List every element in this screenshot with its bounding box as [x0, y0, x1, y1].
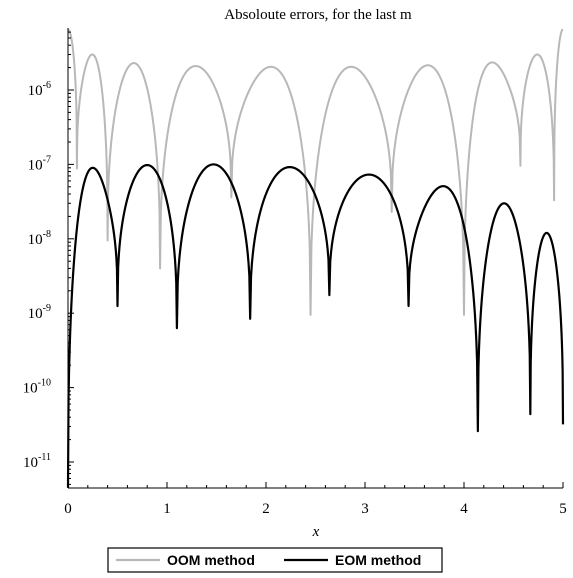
x-tick-label: 2 — [262, 501, 270, 517]
y-tick-label: 10-7 — [28, 154, 51, 173]
x-tick-label: 3 — [361, 501, 369, 517]
chart-title: Absoloute errors, for the last m — [224, 7, 412, 23]
y-tick-label: 10-6 — [28, 80, 51, 99]
x-tick-label: 1 — [163, 501, 171, 517]
series-line-eom-method — [66, 163, 565, 488]
x-tick-label: 5 — [559, 501, 567, 517]
legend-entry-label: OOM method — [167, 552, 255, 568]
x-axis-label: x — [312, 524, 320, 540]
x-tick-label: 4 — [460, 501, 468, 517]
y-tick-label: 10-9 — [28, 303, 51, 322]
legend — [107, 547, 443, 573]
legend-entry-label: EOM method — [335, 552, 421, 568]
series-line-oom-method — [67, 28, 564, 316]
y-tick-label: 10-8 — [28, 229, 51, 248]
y-tick-label: 10-10 — [23, 378, 51, 397]
x-tick-label: 0 — [64, 501, 72, 517]
y-tick-label: 10-11 — [23, 452, 51, 471]
